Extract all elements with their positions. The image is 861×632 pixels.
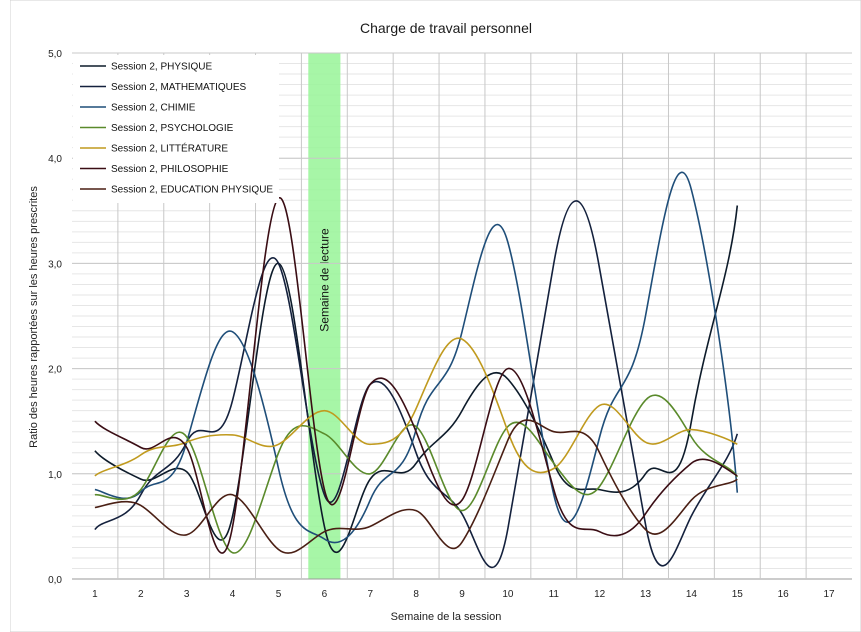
series-line (94, 197, 738, 554)
x-tick-label: 14 (686, 589, 698, 600)
series-line (94, 419, 738, 554)
series-line (94, 171, 739, 544)
y-tick-label: 3,0 (48, 259, 62, 270)
y-tick-label: 1,0 (48, 470, 62, 481)
x-tick-label: 6 (322, 589, 328, 600)
x-tick-label: 7 (367, 589, 373, 600)
x-tick-label: 5 (276, 589, 282, 600)
y-axis-label: Ratio des heures rapportées sur les heur… (28, 186, 40, 448)
x-tick-label: 3 (184, 589, 190, 600)
y-tick-label: 2,0 (48, 365, 62, 376)
legend-entry: Session 2, PSYCHOLOGIE (111, 123, 234, 134)
chart-title: Charge de travail personnel (360, 20, 532, 36)
legend-entry: Session 2, MATHEMATIQUES (111, 82, 247, 93)
y-tick-label: 4,0 (48, 154, 62, 165)
reading-week-label: Semaine de lecture (317, 228, 331, 332)
x-tick-label: 9 (459, 589, 465, 600)
x-tick-label: 8 (413, 589, 419, 600)
reading-week-band: Semaine de lecture (308, 53, 341, 579)
line-chart: Semaine de lecture 1 2 3 4 5 6 7 8 9 10 11 12 13 14 15… (10, 0, 861, 632)
chart-container: Semaine de lecture 1 2 3 4 5 6 7 8 9 10 11 12 13 14 15… (10, 0, 861, 632)
x-tick-label: 15 (732, 589, 744, 600)
legend-entry: Session 2, PHILOSOPHIE (111, 164, 229, 175)
series-lines (94, 171, 739, 569)
x-tick-label: 4 (230, 589, 236, 600)
x-tick-label: 13 (640, 589, 652, 600)
x-tick-label: 17 (823, 589, 835, 600)
x-tick-label: 16 (778, 589, 790, 600)
x-tick-label: 10 (502, 589, 514, 600)
legend-entry: Session 2, PHYSIQUE (111, 62, 212, 73)
x-tick-label: 1 (92, 589, 98, 600)
x-tick-label: 2 (138, 589, 144, 600)
series-line (94, 205, 739, 554)
x-tick-labels: 1 2 3 4 5 6 7 8 9 10 11 12 13 14 15 16 17 (92, 589, 835, 600)
legend-entry: Session 2, CHIMIE (111, 103, 196, 114)
y-tick-labels: 0,0 1,0 2,0 3,0 4,0 5,0 (48, 49, 62, 586)
legend-background (73, 55, 279, 203)
y-tick-label: 5,0 (48, 49, 62, 60)
series-line (94, 337, 738, 477)
x-axis-label: Semaine de la session (391, 611, 502, 623)
x-tick-label: 11 (549, 589, 560, 600)
y-tick-label: 0,0 (48, 575, 62, 586)
legend: Session 2, PHYSIQUE Session 2, MATHEMATIQ… (73, 55, 279, 203)
x-tick-label: 12 (594, 589, 606, 600)
series-line (94, 394, 738, 554)
legend-entry: Session 2, LITTÉRATURE (111, 142, 228, 155)
legend-entry: Session 2, EDUCATION PHYSIQUE (111, 185, 273, 196)
